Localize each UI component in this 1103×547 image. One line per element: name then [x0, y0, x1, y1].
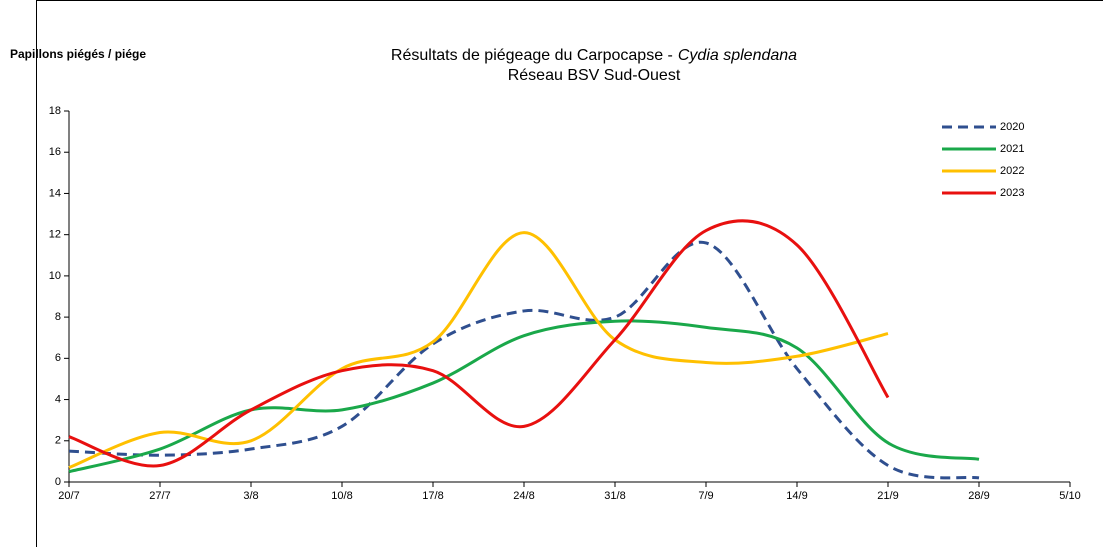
legend-label: 2022: [1000, 165, 1024, 177]
y-tick-label: 2: [55, 435, 61, 447]
series-line: [68, 219, 890, 468]
y-tick-label: 10: [49, 270, 61, 282]
chart-title: Résultats de piégeage du Carpocapse - Cyd…: [391, 47, 797, 64]
x-tick-label: 24/8: [513, 490, 534, 502]
y-tick-label: 6: [55, 352, 61, 364]
y-tick-label: 4: [55, 393, 61, 405]
x-tick-label: 3/8: [243, 490, 258, 502]
x-tick-label: 31/8: [604, 490, 625, 502]
legend-label: 2023: [1000, 187, 1024, 199]
x-tick-label: 17/8: [422, 490, 443, 502]
x-tick-label: 7/9: [698, 490, 713, 502]
legend-label: 2020: [1000, 121, 1024, 133]
x-tick-label: 21/9: [877, 490, 898, 502]
series-line: [68, 240, 980, 480]
y-tick-label: 8: [55, 311, 61, 323]
x-tick-label: 10/8: [331, 490, 352, 502]
y-tick-label: 12: [49, 229, 61, 241]
title-main: Résultats de piégeage du Carpocapse -: [391, 47, 673, 64]
legend-label: 2021: [1000, 143, 1024, 155]
x-tick-label: 20/7: [58, 490, 79, 502]
x-tick-label: 28/9: [968, 490, 989, 502]
y-tick-label: 16: [49, 146, 61, 158]
x-tick-label: 14/9: [786, 490, 807, 502]
y-tick-label: 14: [49, 187, 61, 199]
y-axis-label: Papillons piégés / piége: [10, 47, 146, 61]
series-line: [68, 319, 980, 474]
chart-subtitle: Réseau BSV Sud-Ouest: [508, 67, 681, 84]
y-tick-label: 18: [49, 105, 61, 117]
series-line: [68, 231, 889, 469]
y-tick-label: 0: [55, 476, 61, 488]
x-tick-label: 27/7: [149, 490, 170, 502]
title-italic: Cydia splendana: [678, 47, 797, 64]
x-tick-label: 5/10: [1059, 490, 1080, 502]
